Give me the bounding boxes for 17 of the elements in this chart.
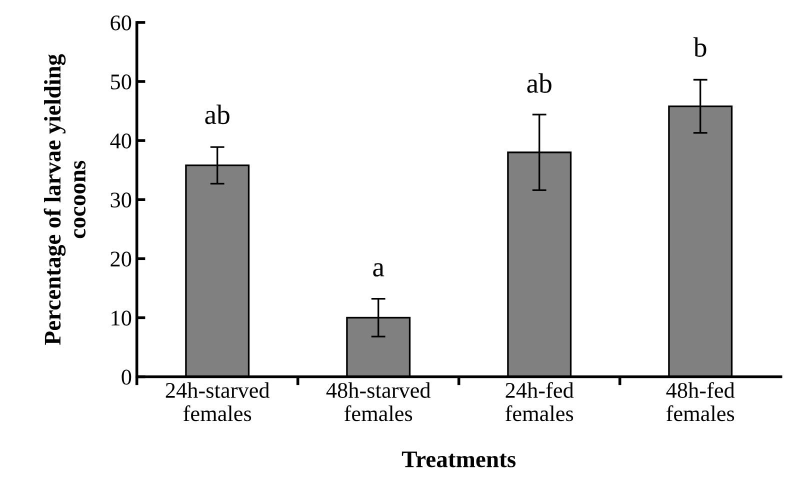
annotation: a — [373, 263, 384, 276]
annotation: b — [693, 37, 706, 57]
x-tick-label: 48h-starved females — [326, 382, 431, 422]
y-tick-label: 40 — [110, 133, 132, 148]
y-axis-title: Percentage of larvae yielding cocoons — [44, 54, 86, 345]
y-tick-label: 10 — [112, 310, 132, 326]
x-tick-label: 24h-starved females — [166, 382, 270, 422]
y-tick-label: 30 — [110, 192, 132, 208]
x-tick-label: 48h-fed females — [666, 382, 735, 422]
x-tick-label: 24h-fed females — [505, 382, 574, 422]
annotation: ab — [205, 104, 230, 124]
y-tick-label: 60 — [110, 15, 132, 30]
y-tick-label: 20 — [110, 252, 132, 267]
x-axis-title: Treatments — [402, 452, 516, 468]
y-tick-label: 50 — [111, 74, 132, 90]
annotation: ab — [527, 73, 552, 93]
y-tick-label: 0 — [122, 370, 132, 385]
